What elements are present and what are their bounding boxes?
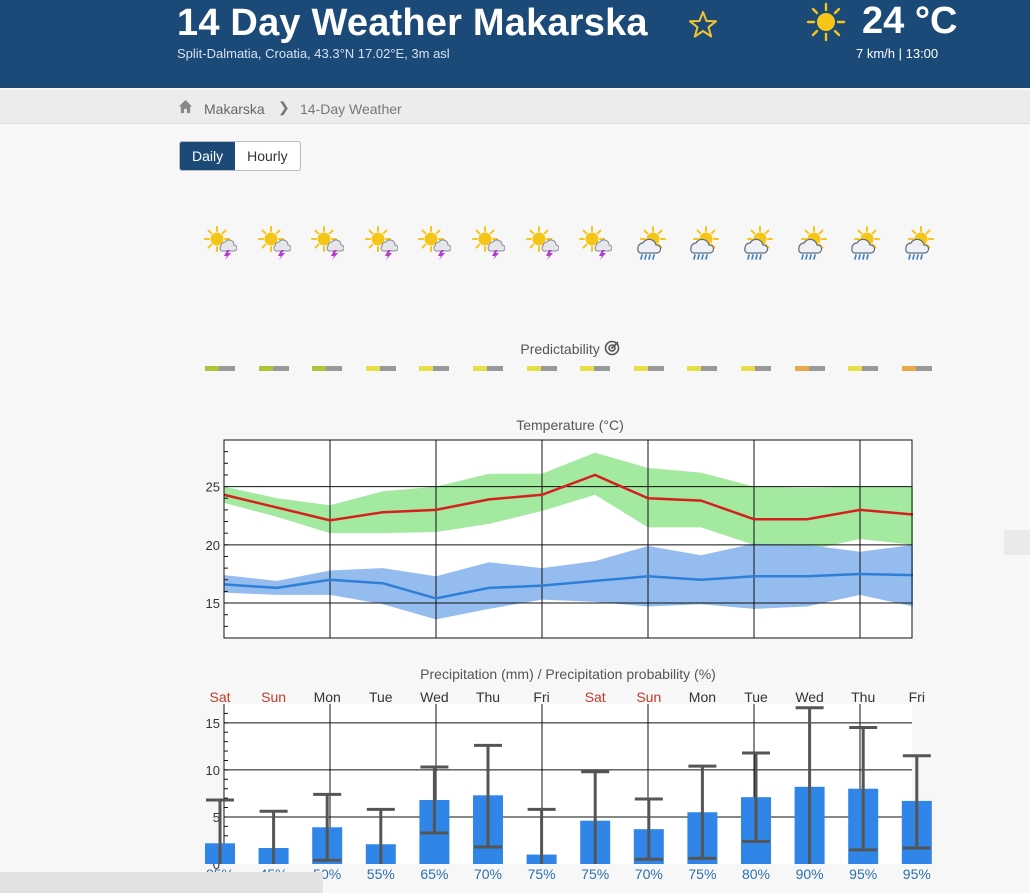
precip-probability-label: 95% xyxy=(849,866,877,882)
precip-day-label: Fri xyxy=(533,689,549,705)
precip-probability-label: 75% xyxy=(688,866,716,882)
breadcrumb-separator: ❯ xyxy=(278,99,290,115)
precip-day-label: Thu xyxy=(476,689,500,705)
home-icon[interactable] xyxy=(178,99,193,114)
page-header: 14 Day Weather Makarska Split-Dalmatia, … xyxy=(0,0,1030,88)
precip-day-label: Sat xyxy=(585,689,606,705)
sun-thunderstorm-icon xyxy=(311,226,345,260)
sun-thunderstorm-icon xyxy=(472,226,505,260)
temperature-plot-frame xyxy=(223,439,913,639)
predictability-bar xyxy=(901,366,932,371)
temp-y-tick-label: 15 xyxy=(206,596,220,611)
precip-y-tick-label: 15 xyxy=(206,716,220,731)
temp-y-tick-label: 25 xyxy=(206,480,220,495)
precip-day-label: Wed xyxy=(420,689,449,705)
precip-probability-label: 70% xyxy=(635,866,663,882)
precip-day-label: Tue xyxy=(369,689,393,705)
breadcrumb-item-location[interactable]: Makarska xyxy=(204,101,265,117)
sun-cloud-rain-icon xyxy=(797,226,827,260)
sun-thunderstorm-icon xyxy=(525,226,559,260)
min-temp-range-band xyxy=(224,543,913,620)
predictability-bar xyxy=(258,366,289,371)
predictability-bar xyxy=(312,366,343,371)
current-wind-time: 7 km/h | 13:00 xyxy=(856,46,939,61)
precip-probability-label: 90% xyxy=(796,866,824,882)
location-subtitle: Split-Dalmatia, Croatia, 43.3°N 17.02°E,… xyxy=(177,46,450,61)
tab-daily[interactable]: Daily xyxy=(180,142,236,170)
current-temperature: 24 °C xyxy=(862,0,958,42)
predictability-bar xyxy=(473,366,503,371)
predictability-label: Predictability xyxy=(520,341,600,357)
predictability-bar xyxy=(365,366,396,371)
predictability-bar xyxy=(741,366,771,371)
sun-thunderstorm-icon xyxy=(257,226,291,260)
predictability-bar xyxy=(419,366,450,371)
tab-hourly[interactable]: Hourly xyxy=(247,148,288,164)
max-temp-range-band xyxy=(224,452,913,551)
sun-cloud-rain-icon xyxy=(690,226,720,260)
predictability-bar xyxy=(633,366,664,371)
precip-probability-label: 65% xyxy=(420,866,448,882)
bottom-scrollbar[interactable] xyxy=(0,872,323,893)
star-outline-icon[interactable] xyxy=(688,10,718,40)
predictability-bar xyxy=(687,366,718,371)
precip-day-label: Thu xyxy=(851,689,875,705)
precip-probability-label: 75% xyxy=(581,866,609,882)
precip-y-tick-label: 0 xyxy=(213,857,220,872)
target-icon xyxy=(604,340,619,356)
precip-day-label: Tue xyxy=(744,689,768,705)
sun-cloud-rain-icon xyxy=(744,226,773,260)
predictability-bar xyxy=(580,366,611,371)
sun-cloud-rain-icon xyxy=(904,226,934,260)
precip-day-label: Mon xyxy=(314,689,341,705)
page-title: 14 Day Weather Makarska xyxy=(177,2,648,44)
sun-cloud-rain-icon xyxy=(851,226,881,260)
sun-cloud-rain-icon xyxy=(636,226,666,260)
predictability-bar xyxy=(205,366,235,371)
precip-probability-label: 80% xyxy=(742,866,770,882)
temperature-chart-title: Temperature (°C) xyxy=(516,417,624,433)
precip-day-label: Fri xyxy=(909,689,925,705)
predictability-bar xyxy=(526,366,557,371)
predictability-bar xyxy=(848,366,879,371)
precip-day-label: Mon xyxy=(689,689,716,705)
precip-day-label: Sun xyxy=(636,689,661,705)
temp-y-tick-label: 20 xyxy=(206,538,220,553)
predictability-heading: Predictability xyxy=(500,340,640,357)
sun-thunderstorm-icon xyxy=(364,226,398,260)
precip-probability-label: 55% xyxy=(367,866,395,882)
sun-icon xyxy=(806,2,846,42)
precip-probability-label: 70% xyxy=(474,866,502,882)
precip-y-tick-label: 10 xyxy=(206,763,220,778)
breadcrumb-item-current: 14-Day Weather xyxy=(300,101,402,117)
precip-probability-label: 95% xyxy=(903,866,931,882)
sun-thunderstorm-icon xyxy=(579,226,613,260)
precipitation-chart-title: Precipitation (mm) / Precipitation proba… xyxy=(420,666,716,682)
side-scroll-handle[interactable] xyxy=(1004,530,1030,555)
sun-thunderstorm-icon xyxy=(418,226,452,260)
precip-day-label: Sun xyxy=(261,689,286,705)
precip-day-label: Wed xyxy=(795,689,824,705)
breadcrumb: Makarska ❯ 14-Day Weather xyxy=(0,90,1030,124)
max-temp-line xyxy=(223,473,914,522)
sun-thunderstorm-icon xyxy=(204,226,237,260)
predictability-bar xyxy=(794,366,825,371)
precip-y-tick-label: 5 xyxy=(213,810,220,825)
daily-hourly-toggle: Daily Hourly xyxy=(179,141,301,171)
precip-day-label: Sat xyxy=(209,689,230,705)
min-temp-line xyxy=(223,572,914,600)
precip-probability-label: 75% xyxy=(528,866,556,882)
